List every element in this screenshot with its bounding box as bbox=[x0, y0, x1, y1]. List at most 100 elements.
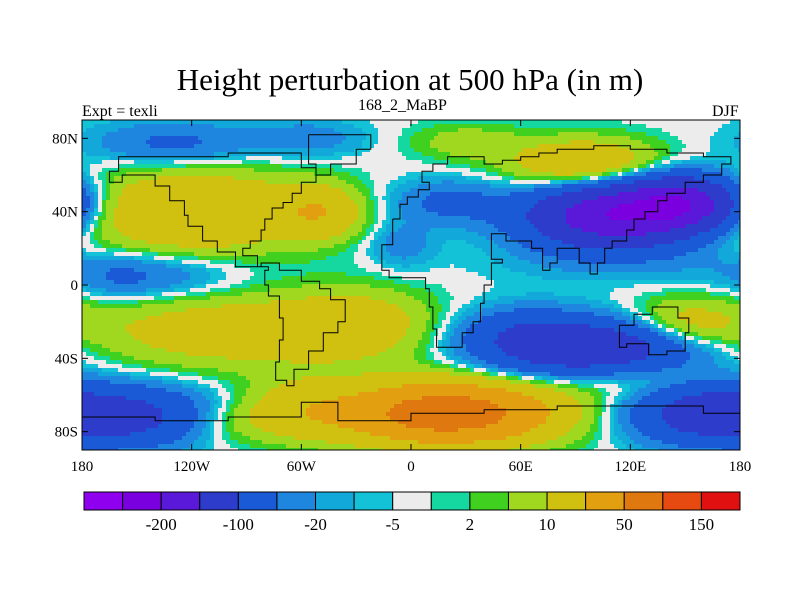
field-cell bbox=[86, 332, 91, 337]
field-cell bbox=[282, 344, 287, 349]
field-cell bbox=[286, 252, 291, 257]
field-cell bbox=[118, 352, 123, 357]
field-cell bbox=[186, 364, 191, 369]
field-cell bbox=[118, 172, 123, 177]
field-cell bbox=[82, 140, 87, 145]
field-cell bbox=[314, 392, 319, 397]
field-cell bbox=[282, 276, 287, 281]
field-cell bbox=[274, 448, 279, 451]
field-cell bbox=[282, 444, 287, 449]
field-cell bbox=[178, 276, 183, 281]
field-cell bbox=[102, 272, 107, 277]
field-cell bbox=[150, 192, 155, 197]
field-cell bbox=[206, 176, 211, 181]
field-cell bbox=[130, 372, 135, 377]
field-cell bbox=[94, 148, 99, 153]
field-cell bbox=[222, 132, 227, 137]
field-cell bbox=[82, 400, 87, 405]
field-cell bbox=[162, 284, 167, 289]
field-cell bbox=[202, 244, 207, 249]
field-cell bbox=[154, 320, 159, 325]
field-cell bbox=[206, 440, 211, 445]
field-cell bbox=[266, 156, 271, 161]
field-cell bbox=[258, 416, 263, 421]
field-cell bbox=[170, 320, 175, 325]
field-cell bbox=[202, 240, 207, 245]
field-cell bbox=[318, 200, 323, 205]
field-cell bbox=[138, 192, 143, 197]
field-cell bbox=[270, 144, 275, 149]
field-cell bbox=[246, 396, 251, 401]
field-cell bbox=[270, 392, 275, 397]
field-cell bbox=[154, 308, 159, 313]
field-cell bbox=[250, 436, 255, 441]
field-cell bbox=[294, 148, 299, 153]
field-cell bbox=[242, 416, 247, 421]
field-cell bbox=[282, 252, 287, 257]
field-cell bbox=[246, 360, 251, 365]
field-cell bbox=[310, 256, 315, 261]
field-cell bbox=[106, 220, 111, 225]
field-cell bbox=[298, 380, 303, 385]
field-cell bbox=[262, 216, 267, 221]
field-cell bbox=[86, 296, 91, 301]
field-cell bbox=[202, 400, 207, 405]
field-cell bbox=[146, 204, 151, 209]
field-cell bbox=[190, 160, 195, 165]
field-cell bbox=[298, 152, 303, 157]
field-cell bbox=[230, 240, 235, 245]
field-cell bbox=[250, 404, 255, 409]
field-cell bbox=[98, 164, 103, 169]
field-cell bbox=[242, 280, 247, 285]
field-cell bbox=[158, 256, 163, 261]
field-cell bbox=[210, 252, 215, 257]
field-cell bbox=[258, 348, 263, 353]
field-cell bbox=[290, 440, 295, 445]
field-cell bbox=[278, 188, 283, 193]
field-cell bbox=[214, 316, 219, 321]
field-cell bbox=[206, 272, 211, 277]
field-cell bbox=[162, 428, 167, 433]
field-cell bbox=[138, 272, 143, 277]
field-cell bbox=[274, 352, 279, 357]
field-cell bbox=[182, 436, 187, 441]
field-cell bbox=[270, 304, 275, 309]
field-cell bbox=[150, 336, 155, 341]
field-cell bbox=[142, 420, 147, 425]
field-cell bbox=[246, 120, 251, 125]
field-cell bbox=[98, 360, 103, 365]
field-cell bbox=[142, 212, 147, 217]
field-cell bbox=[90, 328, 95, 333]
field-cell bbox=[210, 352, 215, 357]
field-cell bbox=[306, 204, 311, 209]
field-cell bbox=[262, 268, 267, 273]
field-cell bbox=[162, 312, 167, 317]
field-cell bbox=[174, 280, 179, 285]
field-cell bbox=[114, 428, 119, 433]
field-cell bbox=[178, 392, 183, 397]
field-cell bbox=[150, 272, 155, 277]
field-cell bbox=[186, 236, 191, 241]
field-cell bbox=[318, 324, 323, 329]
field-cell bbox=[318, 276, 323, 281]
field-cell bbox=[174, 344, 179, 349]
field-cell bbox=[302, 288, 307, 293]
field-cell bbox=[170, 440, 175, 445]
field-cell bbox=[194, 440, 199, 445]
field-cell bbox=[190, 360, 195, 365]
field-cell bbox=[138, 156, 143, 161]
field-cell bbox=[210, 128, 215, 133]
field-cell bbox=[114, 156, 119, 161]
field-cell bbox=[142, 240, 147, 245]
field-cell bbox=[266, 376, 271, 381]
field-cell bbox=[206, 300, 211, 305]
field-cell bbox=[126, 124, 131, 129]
field-cell bbox=[110, 332, 115, 337]
field-cell bbox=[258, 368, 263, 373]
field-cell bbox=[122, 156, 127, 161]
field-cell bbox=[278, 392, 283, 397]
field-cell bbox=[106, 376, 111, 381]
field-cell bbox=[150, 308, 155, 313]
field-cell bbox=[126, 296, 131, 301]
field-cell bbox=[154, 172, 159, 177]
